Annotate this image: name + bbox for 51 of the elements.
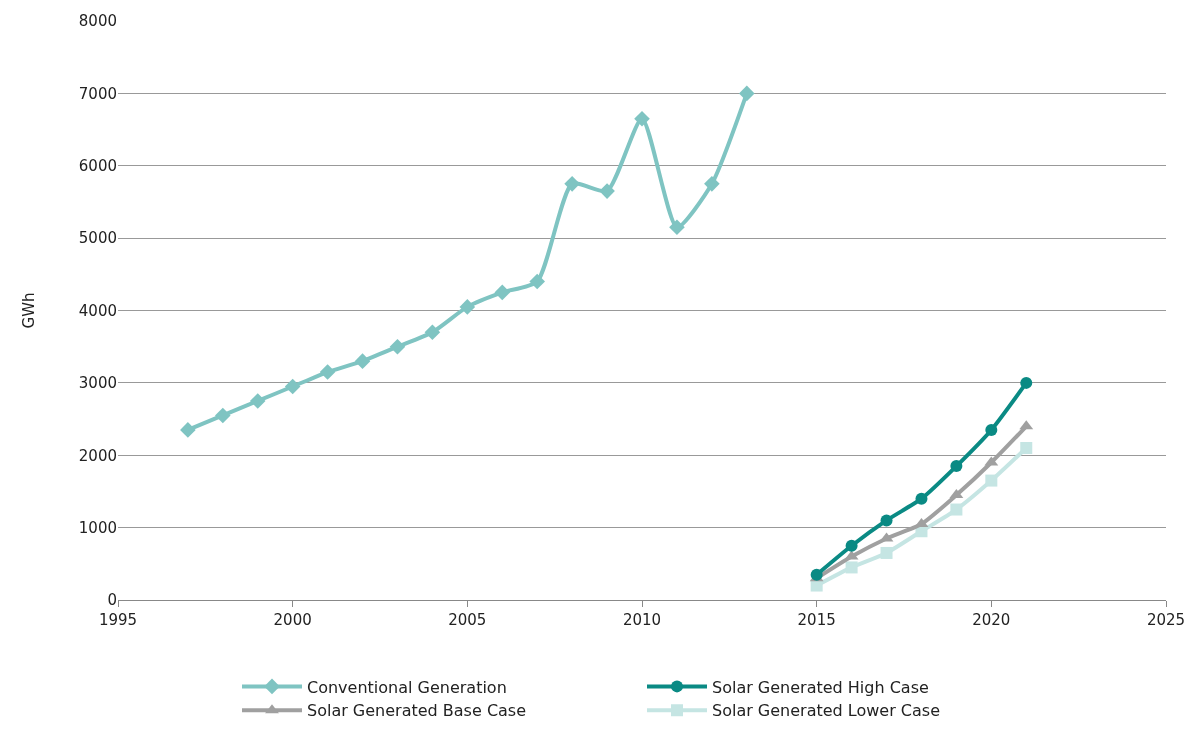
point [669, 219, 685, 236]
point [215, 407, 231, 424]
x-tick-label: 2020 [972, 611, 1011, 629]
point [985, 423, 998, 436]
x-tick-label: 2025 [1146, 611, 1186, 629]
point [950, 503, 963, 516]
point [985, 474, 998, 487]
point [950, 460, 963, 473]
y-tick-label: 4000 [78, 301, 117, 320]
y-tick-label: 8000 [78, 12, 117, 31]
point [880, 546, 893, 559]
point [599, 183, 615, 199]
point [249, 393, 266, 409]
y-tick-label: 5000 [78, 229, 117, 248]
point [1020, 376, 1033, 389]
point [880, 514, 893, 527]
y-tick-label: 6000 [78, 157, 117, 175]
y-tick-label: 0 [107, 591, 117, 610]
point [319, 364, 336, 380]
point [810, 568, 823, 581]
point [634, 110, 650, 127]
y-tick-label: 1000 [78, 518, 117, 537]
y-tick-label: 7000 [78, 84, 117, 103]
legend-label: Conventional Generation [307, 677, 507, 697]
x-tick-label: 2015 [797, 611, 836, 629]
x-tick-label: 2000 [273, 611, 312, 629]
point [529, 273, 545, 290]
legend-label: Solar Generated High Case [712, 677, 929, 697]
x-tick-label: 2010 [622, 611, 662, 629]
y-tick-label: 3000 [78, 374, 117, 393]
legend-label: Solar Generated Lower Case [712, 701, 940, 721]
point [389, 338, 406, 355]
point [845, 561, 858, 574]
y-tick-label: 2000 [78, 446, 117, 465]
point [845, 539, 858, 552]
point [564, 176, 580, 192]
point [1020, 442, 1033, 455]
point [424, 324, 441, 341]
point [915, 492, 928, 505]
point [284, 378, 301, 395]
point [459, 299, 476, 315]
point [180, 422, 196, 438]
point [704, 176, 720, 192]
point [739, 85, 755, 102]
point [494, 284, 511, 301]
legend-label: Solar Generated Base Case [307, 701, 527, 721]
x-tick-label: 1995 [98, 611, 138, 629]
y-axis-title: GWh [20, 292, 39, 329]
point [354, 353, 371, 369]
point [810, 579, 823, 592]
x-tick-label: 2005 [448, 611, 487, 629]
